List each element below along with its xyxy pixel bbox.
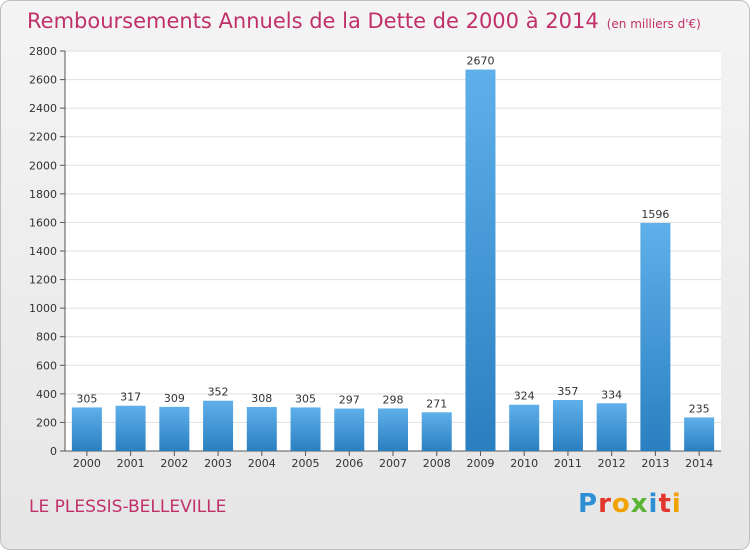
bar-2010 bbox=[509, 404, 540, 451]
bar-2003 bbox=[203, 400, 234, 451]
bar-value-label: 2670 bbox=[466, 55, 494, 68]
bar-value-label: 357 bbox=[557, 385, 578, 398]
bar-2014 bbox=[684, 417, 715, 451]
bar-2008 bbox=[421, 412, 452, 451]
bar-2009 bbox=[465, 69, 496, 452]
bar-value-label: 305 bbox=[295, 392, 316, 405]
chart-title-text: Remboursements Annuels de la Dette de 20… bbox=[27, 9, 599, 33]
y-tick-label: 2800 bbox=[29, 45, 57, 58]
y-tick-label: 2200 bbox=[29, 131, 57, 144]
y-tick-label: 2000 bbox=[29, 159, 57, 172]
x-tick-label: 2006 bbox=[335, 457, 363, 470]
x-tick-label: 2010 bbox=[510, 457, 538, 470]
y-tick-label: 2400 bbox=[29, 102, 57, 115]
bar-2013 bbox=[640, 223, 671, 451]
x-tick-label: 2012 bbox=[598, 457, 626, 470]
y-tick-label: 800 bbox=[36, 331, 57, 344]
y-tick-label: 1000 bbox=[29, 302, 57, 315]
y-tick-label: 2600 bbox=[29, 74, 57, 87]
bar-value-label: 317 bbox=[120, 391, 141, 404]
y-tick-label: 0 bbox=[50, 445, 57, 458]
bar-value-label: 309 bbox=[164, 392, 185, 405]
chart-unit: (en milliers d'€) bbox=[606, 17, 701, 31]
bar-2011 bbox=[552, 400, 583, 451]
x-tick-label: 2002 bbox=[160, 457, 188, 470]
y-tick-label: 1200 bbox=[29, 274, 57, 287]
bar-value-label: 305 bbox=[76, 392, 97, 405]
x-tick-label: 2005 bbox=[292, 457, 320, 470]
y-tick-label: 600 bbox=[36, 359, 57, 372]
bar-value-label: 308 bbox=[251, 392, 272, 405]
x-tick-label: 2011 bbox=[554, 457, 582, 470]
x-tick-label: 2000 bbox=[73, 457, 101, 470]
bar-value-label: 352 bbox=[208, 386, 229, 399]
proxiti-logo: Proxiti bbox=[578, 489, 682, 519]
y-tick-label: 1600 bbox=[29, 216, 57, 229]
city-name: LE PLESSIS-BELLEVILLE bbox=[29, 497, 227, 517]
x-tick-label: 2009 bbox=[466, 457, 494, 470]
bar-2007 bbox=[378, 408, 408, 451]
y-tick-label: 400 bbox=[36, 388, 57, 401]
y-tick-label: 1400 bbox=[29, 245, 57, 258]
x-tick-label: 2001 bbox=[117, 457, 145, 470]
bar-value-label: 235 bbox=[689, 402, 710, 415]
bar-value-label: 1596 bbox=[641, 208, 669, 221]
x-tick-label: 2003 bbox=[204, 457, 232, 470]
bar-2005 bbox=[290, 407, 321, 451]
x-tick-label: 2013 bbox=[641, 457, 669, 470]
bar-value-label: 324 bbox=[514, 390, 535, 403]
bar-value-label: 271 bbox=[426, 397, 447, 410]
bar-value-label: 298 bbox=[383, 393, 404, 406]
x-tick-label: 2008 bbox=[423, 457, 451, 470]
bar-2000 bbox=[71, 407, 102, 451]
x-tick-label: 2007 bbox=[379, 457, 407, 470]
y-tick-label: 200 bbox=[36, 416, 57, 429]
bar-2004 bbox=[246, 407, 277, 451]
bar-2001 bbox=[115, 405, 146, 451]
chart-title: Remboursements Annuels de la Dette de 20… bbox=[27, 9, 701, 33]
bar-2012 bbox=[596, 403, 627, 451]
bar-value-label: 334 bbox=[601, 388, 622, 401]
y-tick-label: 1800 bbox=[29, 188, 57, 201]
bar-2002 bbox=[159, 406, 190, 451]
bar-2006 bbox=[334, 408, 365, 451]
x-tick-label: 2014 bbox=[685, 457, 713, 470]
bar-value-label: 297 bbox=[339, 394, 360, 407]
x-tick-label: 2004 bbox=[248, 457, 276, 470]
